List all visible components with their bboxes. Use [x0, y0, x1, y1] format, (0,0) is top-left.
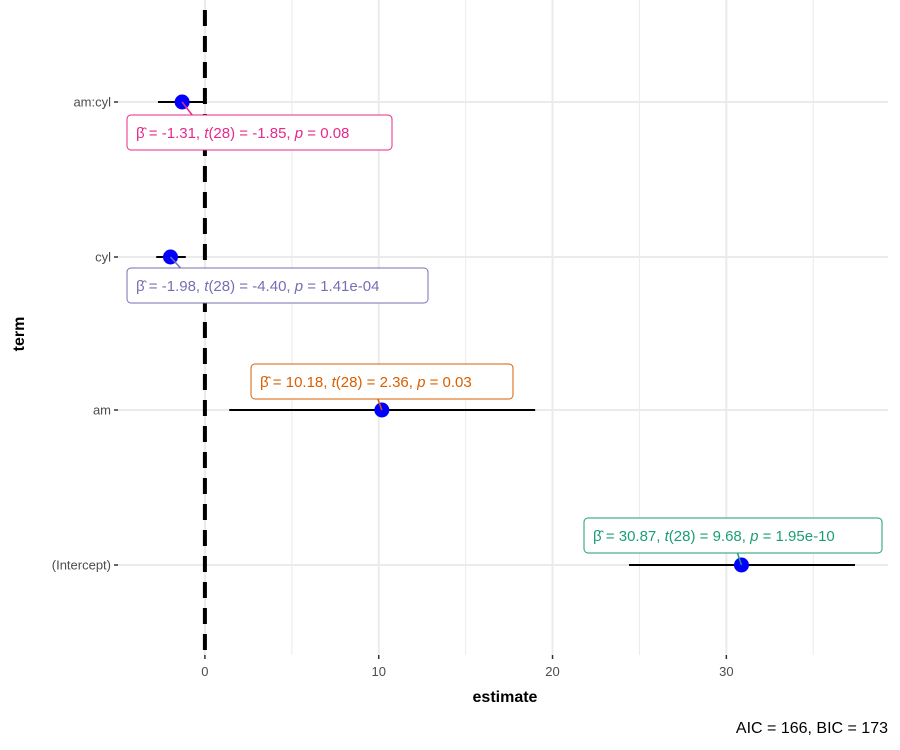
x-tick-label: 10 — [371, 664, 385, 679]
label-box — [126, 114, 393, 151]
caption: AIC = 166, BIC = 173 — [736, 720, 888, 737]
x-tick-label: 30 — [719, 664, 733, 679]
coefficient-label: β̂ = 30.87, t(28) = 9.68, p = 1.95e-10 — [593, 528, 835, 545]
y-tick-label: (Intercept) — [52, 558, 111, 573]
x-tick-label: 0 — [201, 664, 208, 679]
coefficient-label: β̂ = -1.98, t(28) = -4.40, p = 1.41e-04 — [136, 278, 379, 295]
y-tick-label: am — [93, 403, 111, 418]
label-box — [583, 517, 883, 554]
axes: 0 10 20 30 am:cyl cyl am (Intercept) — [52, 95, 734, 680]
x-tick-label: 20 — [545, 664, 559, 679]
y-axis-title: term — [11, 317, 28, 352]
label-connector — [169, 256, 182, 269]
marks — [156, 10, 855, 655]
label-connector — [377, 398, 383, 411]
y-tick-label: cyl — [95, 250, 111, 265]
label-box — [250, 363, 514, 400]
coefficient-label: β̂ = -1.31, t(28) = -1.85, p = 0.08 — [136, 125, 349, 142]
grid — [118, 0, 888, 655]
coefficient-label: β̂ = 10.18, t(28) = 2.36, p = 0.03 — [260, 374, 472, 391]
label-connector — [181, 101, 193, 116]
label-connector — [736, 552, 743, 566]
y-tick-label: am:cyl — [73, 95, 111, 110]
label-box — [126, 267, 429, 304]
coefficient-labels: β̂ = -1.31, t(28) = -1.85, p = 0.08 β̂ = … — [126, 101, 883, 566]
x-axis-title: estimate — [473, 689, 538, 706]
